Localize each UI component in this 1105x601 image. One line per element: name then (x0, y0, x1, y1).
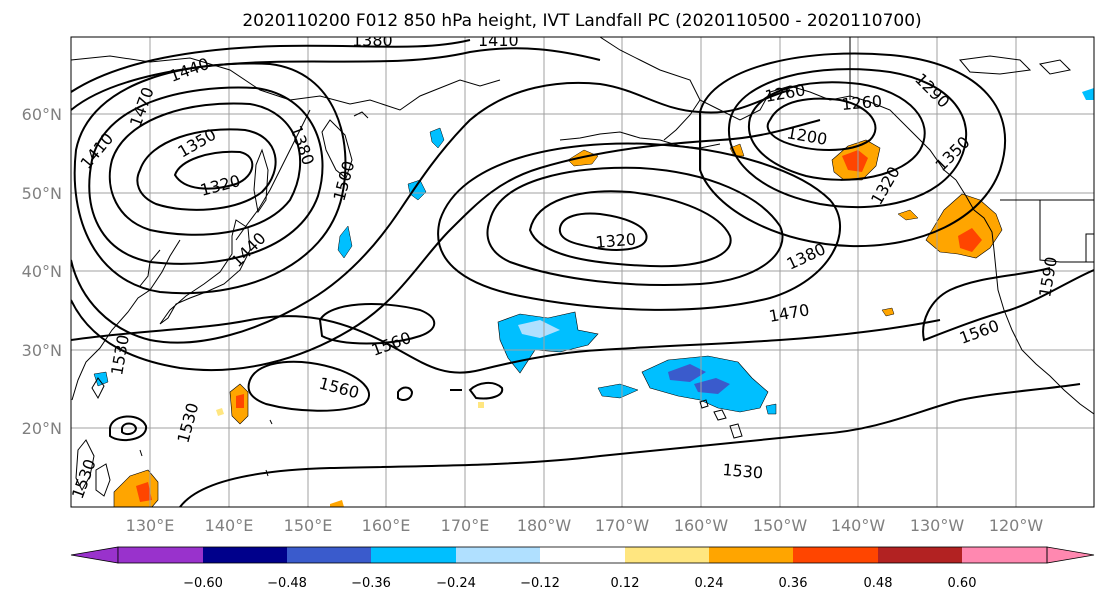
colorbar-segment (962, 547, 1047, 563)
svg-text:−0.60: −0.60 (183, 576, 223, 591)
svg-text:120°W: 120°W (989, 516, 1044, 535)
svg-text:160°W: 160°W (674, 516, 729, 535)
latitude-labels: 60°N 50°N 40°N 30°N 20°N (22, 105, 62, 438)
svg-text:−0.36: −0.36 (351, 576, 391, 591)
colorbar-segment (203, 547, 287, 563)
svg-text:160°E: 160°E (362, 516, 411, 535)
svg-text:170°E: 170°E (441, 516, 490, 535)
colorbar-segment (793, 547, 878, 563)
svg-text:140°E: 140°E (205, 516, 254, 535)
colorbar-extend-high (1046, 546, 1095, 564)
colorbar-segment (371, 547, 456, 563)
colorbar-segment (625, 547, 709, 563)
colorbar-segment (118, 547, 203, 563)
svg-text:50°N: 50°N (22, 184, 62, 203)
svg-text:1380: 1380 (352, 31, 393, 50)
svg-text:1530: 1530 (722, 460, 764, 482)
svg-text:1320: 1320 (595, 230, 637, 252)
colorbar-ticks: −0.60 −0.48 −0.36 −0.24 −0.12 0.12 0.24 … (183, 576, 976, 591)
map-title: 2020110200 F012 850 hPa height, IVT Land… (242, 11, 921, 31)
colorbar-extend-low (70, 546, 119, 564)
svg-text:0.36: 0.36 (779, 576, 808, 591)
svg-text:140°W: 140°W (831, 516, 886, 535)
map-panel: 1380 1410 1440 1470 1410 1350 1380 1320 … (70, 31, 1095, 508)
colorbar-segment (540, 547, 625, 563)
positive-ivt-region-west-coast (925, 193, 1003, 259)
colorbar-segment (456, 547, 540, 563)
svg-text:1410: 1410 (478, 31, 519, 50)
svg-text:180°W: 180°W (517, 516, 572, 535)
svg-text:30°N: 30°N (22, 341, 62, 360)
svg-text:−0.48: −0.48 (267, 576, 307, 591)
svg-text:1260: 1260 (841, 92, 883, 114)
colorbar-segment (878, 547, 962, 563)
svg-text:−0.24: −0.24 (436, 576, 476, 591)
svg-text:20°N: 20°N (22, 419, 62, 438)
svg-text:0.12: 0.12 (611, 576, 640, 591)
coastlines (71, 37, 1094, 497)
svg-text:130°W: 130°W (910, 516, 965, 535)
svg-text:−0.12: −0.12 (520, 576, 560, 591)
svg-text:150°W: 150°W (753, 516, 808, 535)
svg-text:150°E: 150°E (284, 516, 333, 535)
colorbar-segment (287, 547, 371, 563)
height-contours (71, 39, 1094, 507)
svg-text:0.24: 0.24 (695, 576, 724, 591)
colorbar: −0.60 −0.48 −0.36 −0.24 −0.12 0.12 0.24 … (70, 546, 1095, 591)
svg-text:0.60: 0.60 (948, 576, 977, 591)
colorbar-segment (709, 547, 793, 563)
svg-text:130°E: 130°E (126, 516, 175, 535)
svg-text:170°W: 170°W (595, 516, 650, 535)
svg-text:40°N: 40°N (22, 262, 62, 281)
svg-text:60°N: 60°N (22, 105, 62, 124)
longitude-labels: 130°E 140°E 150°E 160°E 170°E 180°W 170°… (126, 516, 1044, 535)
gridlines (71, 37, 1094, 507)
svg-text:0.48: 0.48 (864, 576, 893, 591)
